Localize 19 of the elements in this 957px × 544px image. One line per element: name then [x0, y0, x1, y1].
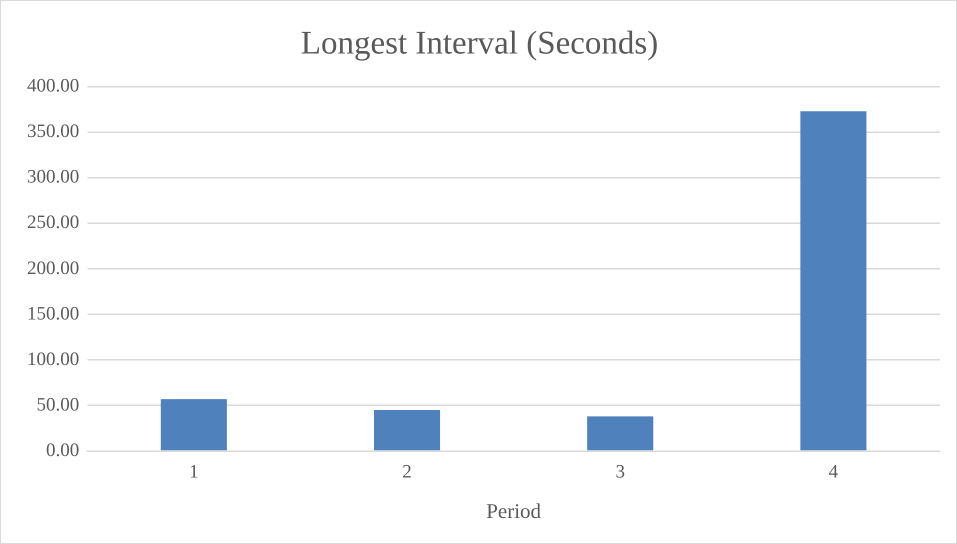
y-tick-label: 50.00: [36, 394, 80, 416]
chart-title: Longest Interval (Seconds): [300, 25, 658, 62]
x-tick-label: 4: [828, 461, 839, 482]
x-tick-label: 1: [189, 461, 199, 482]
y-tick-label: 250.00: [27, 212, 80, 234]
y-tick-label: 400.00: [27, 76, 80, 97]
x-tick-label: 2: [402, 461, 412, 482]
y-tick-label: 200.00: [27, 258, 80, 279]
y-tick-label: 300.00: [27, 166, 80, 188]
x-axis-title: Period: [486, 498, 542, 523]
bar: [160, 399, 227, 450]
y-tick-label: 100.00: [27, 348, 80, 370]
y-tick-label: 350.00: [27, 121, 80, 142]
bar: [800, 111, 866, 450]
bar: [587, 416, 654, 450]
x-tick-label: 3: [615, 461, 625, 482]
bar: [374, 410, 440, 450]
y-tick-label: 150.00: [27, 303, 80, 324]
y-tick-label: 0.00: [46, 440, 80, 461]
